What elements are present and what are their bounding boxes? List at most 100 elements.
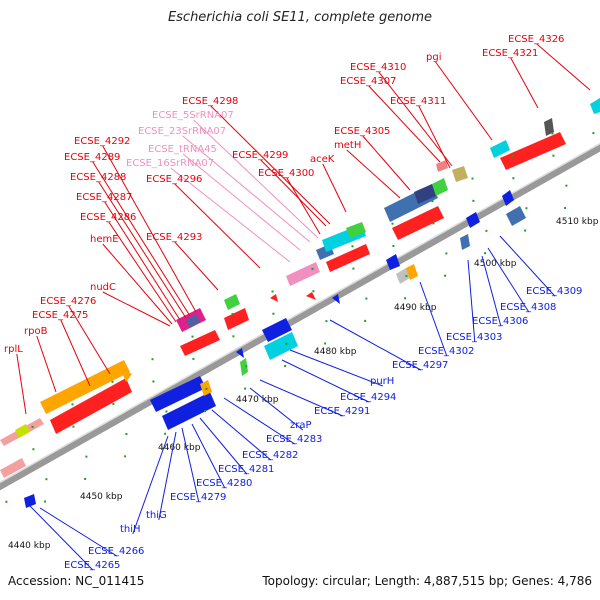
label-connector [92, 161, 191, 317]
label-connector [249, 387, 304, 431]
tick-dot [192, 357, 195, 360]
tick-dot [111, 380, 114, 383]
gene-label: hemE [90, 234, 119, 245]
scale-label: 4470 kbp [236, 395, 279, 405]
gene-label: ECSE_4305 [334, 126, 390, 137]
label-connector [193, 119, 319, 239]
tick-dot [205, 387, 208, 390]
gene-block [40, 360, 130, 414]
gene-label: ECSE_4275 [32, 310, 88, 321]
tick-dot [204, 410, 207, 413]
tick-dot [565, 184, 568, 187]
gene-label: ECSE_4288 [70, 172, 126, 183]
gene-arrow [306, 292, 316, 300]
label-connector [419, 281, 448, 357]
label-connector [108, 221, 177, 323]
gene-block [436, 160, 448, 172]
tick-dot [351, 245, 354, 248]
label-connectors [16, 43, 591, 571]
label-connector [481, 255, 502, 327]
gene-block [590, 98, 600, 114]
gene-block [500, 132, 566, 170]
label-connector [174, 183, 261, 269]
tick-dot [564, 206, 567, 209]
gene-arrow [332, 294, 340, 304]
label-connector [223, 397, 296, 445]
gene-block [544, 118, 554, 136]
map-title: Escherichia coli SE11, complete genome [167, 10, 433, 25]
tick-dot [165, 410, 168, 413]
gene-block [414, 184, 436, 204]
scale-labels: 4440 kbp 4450 kbp 4460 kbp 4470 kbp 4480 kbp… [8, 217, 599, 551]
gene-label: ECSE_4302 [418, 346, 474, 357]
label-connector [467, 259, 476, 343]
gene-block [452, 166, 468, 182]
gene-label: pgi [426, 52, 441, 63]
gene-block [262, 318, 292, 342]
label-connector [170, 167, 291, 263]
tick-dot [431, 200, 434, 203]
gene-label: ECSE_5SrRNA07 [152, 110, 234, 121]
label-connector [378, 71, 453, 167]
gene-label: ECSE_4309 [526, 286, 582, 297]
label-connector [182, 135, 311, 243]
gene-block [264, 332, 298, 360]
tick-dot [152, 380, 155, 383]
tick-dot [151, 358, 154, 361]
label-connector [346, 149, 401, 199]
tick-dot [404, 297, 407, 300]
label-connector [536, 43, 591, 91]
tick-dot [365, 297, 368, 300]
label-connector [322, 163, 347, 213]
label-connector [181, 427, 200, 503]
label-connector [368, 85, 441, 163]
label-connector [499, 235, 556, 297]
tick-dot [471, 177, 474, 180]
gene-label: ECSE_4303 [446, 332, 502, 343]
label-connector [211, 409, 272, 461]
tick-dot [432, 222, 435, 225]
label-connector [191, 423, 226, 489]
tick-dot [512, 177, 515, 180]
tick-marks [5, 132, 595, 503]
tick-dot [72, 425, 75, 428]
tick-dot [352, 267, 355, 270]
gene-block [392, 206, 444, 240]
gene-arrow [270, 294, 278, 302]
tick-dot [44, 500, 47, 503]
label-connector [286, 177, 321, 235]
tick-dot [364, 319, 367, 322]
gene-label: ECSE_23SrRNA07 [138, 126, 226, 137]
tick-dot [5, 500, 8, 503]
gene-label: ECSE_4289 [64, 152, 120, 163]
label-connector [259, 379, 343, 417]
gene-label: thiG [146, 510, 167, 521]
label-connector [210, 105, 331, 225]
scale-label: 4460 kbp [158, 443, 201, 453]
gene-block [50, 378, 132, 434]
tick-dot [271, 290, 274, 293]
label-connector [487, 247, 530, 313]
gene-arrow [236, 348, 244, 358]
tick-dot [244, 387, 247, 390]
tick-dot [552, 154, 555, 157]
gene-label: aceK [310, 154, 335, 165]
label-connector [182, 153, 301, 251]
label-connector [39, 507, 118, 557]
gene-label: ECSE_4297 [392, 360, 448, 371]
tick-dot [32, 448, 35, 451]
tick-dot [405, 274, 408, 277]
gene-block [396, 268, 410, 284]
gene-label: ECSE_4296 [146, 174, 202, 185]
gene-arrow [386, 254, 400, 270]
gene-label: ECSE_4310 [350, 62, 406, 73]
gene-label: ECSE_4311 [390, 96, 446, 107]
tick-dot [45, 478, 48, 481]
gene-block [506, 206, 526, 226]
tick-dot [312, 290, 315, 293]
tick-dot [125, 433, 128, 436]
label-connector [435, 61, 493, 141]
gene-arrow [466, 212, 480, 228]
label-connector [102, 291, 171, 327]
